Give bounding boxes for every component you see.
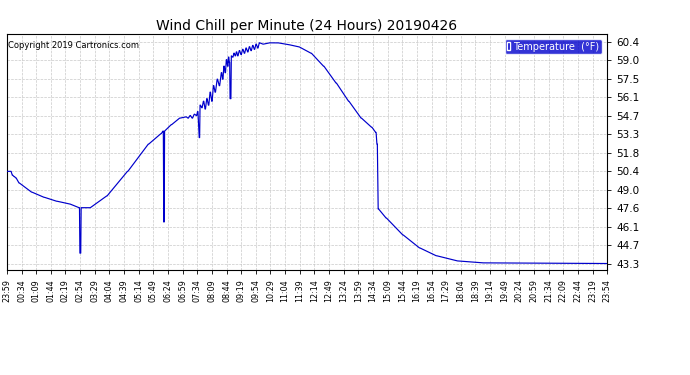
- Text: Copyright 2019 Cartronics.com: Copyright 2019 Cartronics.com: [8, 41, 139, 50]
- Legend: Temperature  (°F): Temperature (°F): [504, 39, 602, 54]
- Title: Wind Chill per Minute (24 Hours) 20190426: Wind Chill per Minute (24 Hours) 2019042…: [157, 19, 457, 33]
